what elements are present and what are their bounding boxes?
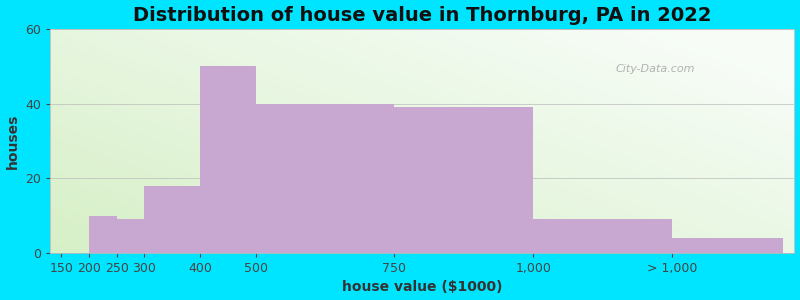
X-axis label: house value ($1000): house value ($1000)	[342, 280, 502, 294]
Bar	[534, 219, 672, 253]
Bar	[255, 103, 394, 253]
Bar	[89, 215, 117, 253]
Bar	[534, 219, 672, 253]
Bar	[394, 107, 534, 253]
Title: Distribution of house value in Thornburg, PA in 2022: Distribution of house value in Thornburg…	[133, 6, 711, 25]
Bar	[145, 186, 200, 253]
Text: City-Data.com: City-Data.com	[616, 64, 695, 74]
Bar	[200, 66, 255, 253]
Bar	[200, 66, 255, 253]
Bar	[255, 103, 394, 253]
Bar	[394, 107, 534, 253]
Bar	[145, 186, 200, 253]
Y-axis label: houses: houses	[6, 113, 19, 169]
Bar	[672, 238, 783, 253]
Bar	[89, 215, 117, 253]
Bar	[117, 219, 145, 253]
Bar	[672, 238, 783, 253]
Bar	[117, 219, 145, 253]
